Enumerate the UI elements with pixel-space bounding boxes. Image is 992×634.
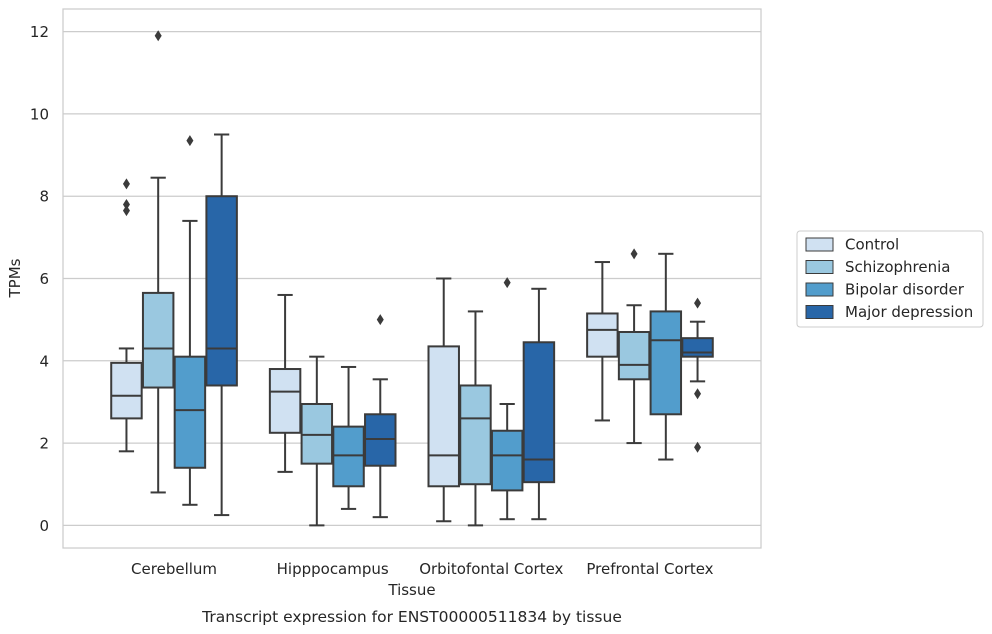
box-iqr [141,291,175,389]
box-iqr [427,345,460,488]
box-iqr [490,429,524,492]
box-major-depression [364,314,397,519]
chart-caption: Transcript expression for ENST0000051183… [201,608,622,626]
box-control [268,293,302,473]
outlier-point [694,441,702,453]
y-tick-label: 8 [39,188,49,206]
outlier-point [503,277,511,289]
outlier-point [694,388,702,400]
outlier-point [630,248,638,260]
x-tick-label: Orbitofontal Cortex [419,560,563,578]
y-tick-label: 4 [39,352,49,370]
outlier-point [376,314,384,326]
box-major-depression [205,133,238,517]
box-iqr [522,341,556,484]
legend-label: Schizophrenia [845,258,950,276]
box-iqr [268,368,302,434]
box-iqr [332,425,365,488]
y-tick-label: 12 [30,23,49,41]
x-axis-label: Tissue [387,581,435,599]
box-iqr [586,312,619,358]
box-iqr [173,355,207,469]
box-bipolar-disorder [490,277,524,521]
box-iqr [649,310,683,416]
outlier-point [122,178,130,190]
outlier-point [694,297,702,309]
outlier-point [154,30,162,42]
legend-swatch [805,237,834,252]
y-axis-ticks: 0 2 4 6 8 10 12 [30,23,49,535]
y-tick-label: 2 [39,435,49,453]
box-iqr [205,195,238,387]
box-schizophrenia [459,310,492,527]
box-control [427,277,460,523]
x-tick-label: Prefrontal Cortex [586,560,713,578]
legend-frame [796,230,984,328]
legend-label: Control [845,236,899,254]
box-major-depression [522,287,556,521]
box-iqr [110,361,143,420]
box-iqr [300,402,334,465]
x-tick-label: Hipppocampus [277,560,389,578]
legend-swatch [805,305,834,319]
box-iqr [617,330,651,381]
box-schizophrenia [300,355,334,527]
box-bipolar-disorder [173,135,207,506]
gridlines [63,31,761,526]
box-schizophrenia [617,248,651,445]
box-major-depression [681,297,714,453]
y-tick-label: 10 [30,105,49,123]
box-iqr [681,337,714,358]
legend-label: Major depression [845,303,973,321]
outlier-point [122,205,130,217]
plot-area-frame [62,8,762,549]
legend: Control Schizophrenia Bipolar disorder Majo… [796,230,984,328]
outlier-point [122,198,130,210]
box-iqr [364,413,397,467]
legend-label: Bipolar disorder [845,281,965,299]
box-control [586,261,619,422]
y-tick-label: 6 [39,270,49,288]
outlier-point [186,135,194,147]
box-iqr [459,384,492,486]
x-tick-label: Cerebellum [131,560,217,578]
box-schizophrenia [141,30,175,494]
x-axis-ticks: Cerebellum Hipppocampus Orbitofontal Corte… [131,560,714,578]
box-bipolar-disorder [649,252,683,461]
boxes-layer [110,30,714,527]
box-bipolar-disorder [332,365,365,510]
legend-swatch [805,282,834,297]
y-axis-label: TPMs [6,258,24,298]
legend-swatch [805,260,834,274]
box-control [110,178,143,453]
y-tick-label: 0 [39,517,49,535]
